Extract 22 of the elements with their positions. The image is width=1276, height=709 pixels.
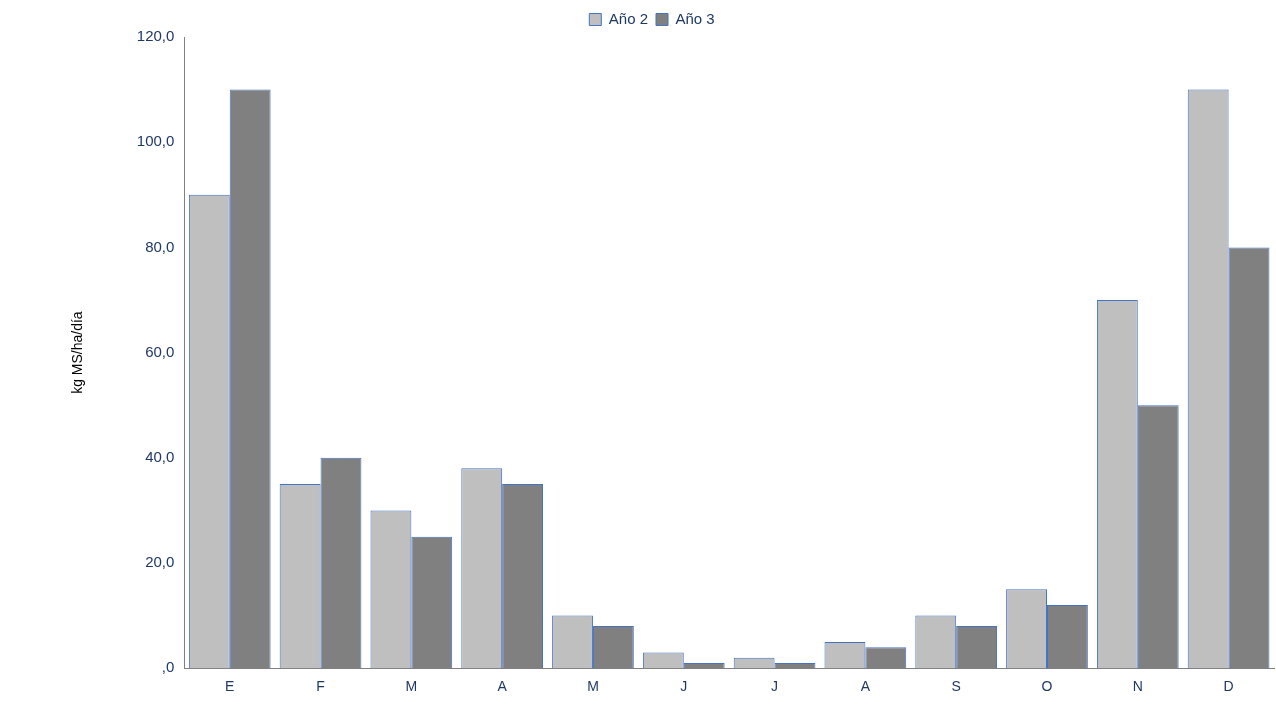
legend-label: Año 3: [675, 9, 715, 27]
x-tick-label: S: [951, 678, 961, 695]
x-tick-label: J: [771, 678, 779, 695]
y-axis-title: kg MS/ha/día: [69, 311, 86, 394]
y-tick-label: 60,0: [145, 342, 175, 360]
y-tick-label: ,0: [161, 658, 175, 676]
x-tick-label: E: [225, 678, 235, 695]
y-tick-label: 20,0: [145, 553, 175, 571]
y-tick-label: 80,0: [145, 237, 175, 255]
x-tick-label: M: [587, 678, 599, 695]
y-tick-label: 120,0: [136, 27, 175, 45]
x-tick-label: F: [316, 678, 325, 695]
x-tick-label: A: [860, 678, 871, 695]
x-tick-label: O: [1041, 678, 1053, 695]
x-tick-label: A: [497, 678, 508, 695]
x-tick-label: D: [1223, 678, 1234, 695]
legend-label: Año 2: [608, 9, 648, 27]
x-tick-label: J: [680, 678, 688, 695]
x-tick-label: N: [1132, 678, 1143, 695]
y-tick-label: 100,0: [136, 132, 175, 150]
y-tick-label: 40,0: [145, 447, 175, 465]
x-tick-label: M: [405, 678, 418, 695]
